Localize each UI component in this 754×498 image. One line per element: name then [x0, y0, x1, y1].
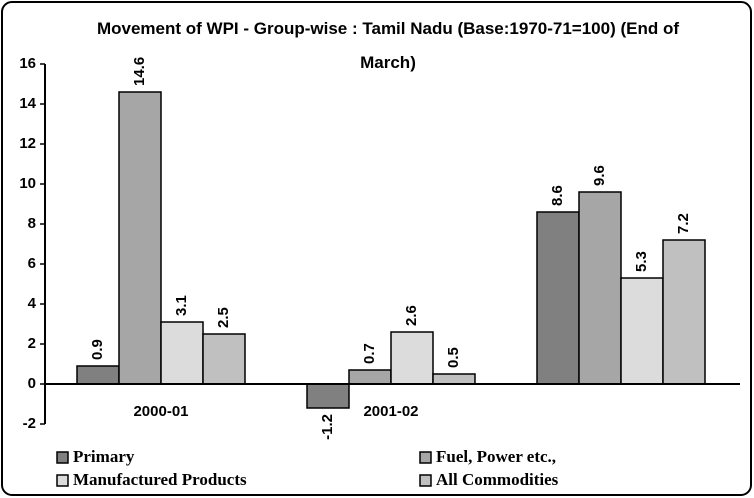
legend-swatch [56, 451, 69, 464]
y-tick-label: 8 [28, 215, 36, 232]
value-label: 3.1 [173, 295, 190, 316]
value-label: 0.7 [361, 343, 378, 364]
value-label: 0.9 [89, 339, 106, 360]
chart-title: Movement of WPI - Group-wise : Tamil Nad… [96, 19, 680, 72]
bar [432, 373, 476, 385]
legend-swatch [56, 474, 69, 487]
value-label: 7.2 [675, 213, 692, 234]
value-label: 2.5 [215, 307, 232, 328]
legend-label: Manufactured Products [73, 470, 247, 489]
x-tick-label: 2000-01 [133, 403, 188, 420]
value-label: 2.6 [403, 305, 420, 326]
legend-swatch [419, 474, 432, 487]
y-tick-label: 10 [19, 175, 36, 192]
x-tick-label: 2001-02 [363, 403, 418, 420]
y-tick-label: 6 [28, 255, 36, 272]
bar [348, 369, 392, 385]
y-tick-label: 0 [28, 375, 36, 392]
y-tick-label: 14 [19, 95, 36, 112]
value-label: 8.6 [549, 185, 566, 206]
value-label: 9.6 [591, 165, 608, 186]
value-label: -1.2 [319, 414, 336, 440]
bar [662, 239, 706, 385]
bar [620, 277, 664, 385]
legend-swatch [419, 451, 432, 464]
bar [202, 333, 246, 385]
y-tick-label: 16 [19, 55, 36, 72]
y-tick-label: 4 [28, 295, 37, 312]
legend-label: Primary [73, 447, 135, 466]
value-label: 14.6 [131, 57, 148, 86]
y-tick-label: 12 [19, 135, 36, 152]
y-tick-label: -2 [23, 415, 36, 432]
bar [306, 383, 350, 409]
bar [390, 331, 434, 385]
legend-label: All Commodities [436, 470, 559, 489]
bar [578, 191, 622, 385]
value-label: 5.3 [633, 251, 650, 272]
bar [160, 321, 204, 385]
bar [76, 365, 120, 385]
value-label: 0.5 [445, 347, 462, 368]
legend-label: Fuel, Power etc., [436, 447, 556, 466]
y-tick-label: 2 [28, 335, 36, 352]
bar [536, 211, 580, 385]
bar [118, 91, 162, 385]
